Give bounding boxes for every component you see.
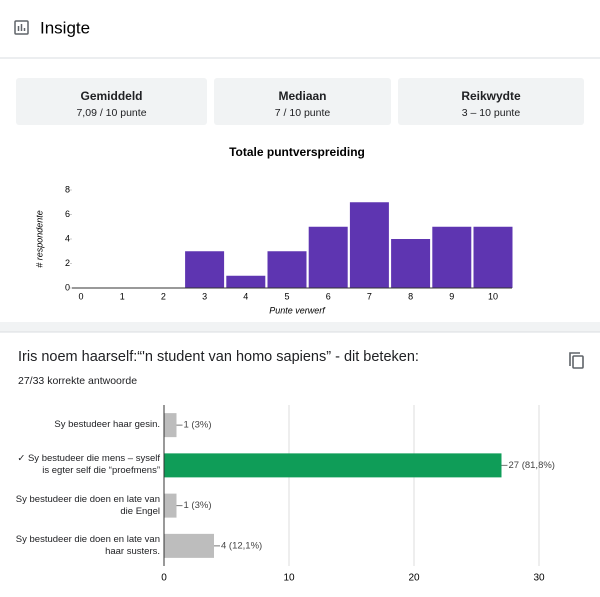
y-tick-label: Sy bestudeer die doen en late van haar s… <box>15 533 160 557</box>
stat-value: 3 – 10 punte <box>461 107 521 119</box>
bar <box>185 251 225 288</box>
stat-card: Gemiddeld 7,09 / 10 punte <box>16 78 207 125</box>
stat-value: 7 / 10 punte <box>274 107 331 119</box>
bar <box>164 453 502 478</box>
value-label: 4 (12,1%) <box>221 540 262 551</box>
x-tick-label: 0 <box>78 291 83 301</box>
stat-label: Reikwydte <box>461 89 521 103</box>
bar <box>391 239 431 288</box>
y-tick-label: 4 <box>65 233 70 243</box>
stat-label: Mediaan <box>278 89 327 103</box>
y-tick-label: Sy bestudeer die doen en late van die En… <box>15 493 160 517</box>
stat-value: 7,09 / 10 punte <box>76 107 147 119</box>
bar <box>226 275 266 288</box>
x-tick-label: 0 <box>161 573 167 584</box>
x-tick-label: 30 <box>533 573 545 584</box>
value-label: 27 (81,8%) <box>509 460 555 471</box>
chart-title: Totale puntverspreiding <box>229 145 365 159</box>
x-tick-label: 7 <box>367 291 372 301</box>
question-title: Iris noem haarself:“'n student van homo … <box>18 349 419 365</box>
value-label: 1 (3%) <box>184 500 212 511</box>
x-tick-label: 1 <box>120 291 125 301</box>
bar <box>473 226 513 288</box>
x-tick-label: 2 <box>161 291 166 301</box>
value-label: 1 (3%) <box>184 420 212 431</box>
stat-card: Reikwydte 3 – 10 punte <box>398 78 584 125</box>
x-tick-label: 10 <box>488 291 498 301</box>
x-tick-label: 10 <box>283 573 295 584</box>
bar <box>164 413 177 438</box>
question-subtitle: 27/33 korrekte antwoorde <box>18 375 138 387</box>
bar <box>432 226 472 288</box>
x-tick-label: 4 <box>243 291 248 301</box>
y-tick-label: 2 <box>65 258 70 268</box>
bar <box>308 226 348 288</box>
x-tick-label: 6 <box>326 291 331 301</box>
header-title: Insigte <box>40 18 90 37</box>
y-tick-label: 0 <box>65 282 70 292</box>
copy-icon[interactable] <box>569 352 584 369</box>
y-tick-label: 8 <box>65 184 70 194</box>
y-tick-label: 6 <box>65 209 70 219</box>
x-tick-label: 9 <box>449 291 454 301</box>
y-tick-label: ✓ Sy bestudeer die mens – syself is egte… <box>17 453 160 477</box>
y-axis-label: # respondente <box>34 210 44 268</box>
x-tick-label: 3 <box>202 291 207 301</box>
bar <box>164 493 177 518</box>
y-tick-label: Sy bestudeer haar gesin. <box>54 419 160 431</box>
x-axis-label: Punte verwerf <box>269 305 326 315</box>
bar <box>349 202 389 288</box>
insights-icon <box>14 20 29 35</box>
bar <box>267 251 307 288</box>
section-gap <box>0 322 600 332</box>
x-tick-label: 20 <box>408 573 420 584</box>
bar <box>164 533 214 558</box>
stat-label: Gemiddeld <box>80 89 143 103</box>
x-tick-label: 8 <box>408 291 413 301</box>
stat-card: Mediaan 7 / 10 punte <box>214 78 391 125</box>
x-tick-label: 5 <box>284 291 289 301</box>
